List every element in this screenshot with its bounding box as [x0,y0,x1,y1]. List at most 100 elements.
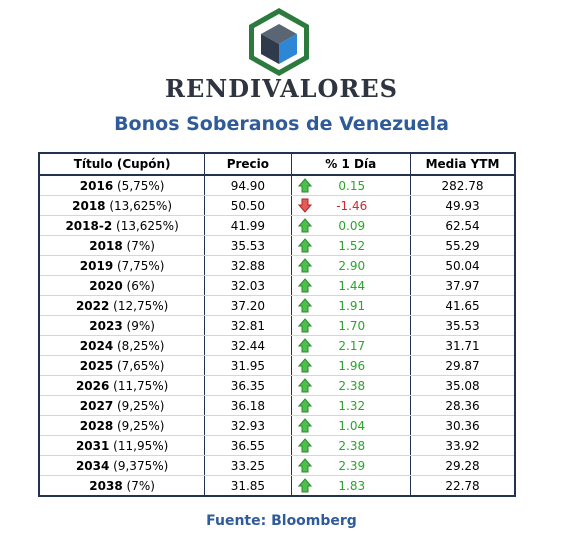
bond-change-cell: 2.38 [290,435,412,456]
arrow-up-icon [297,358,312,373]
arrow-up-icon [297,218,312,233]
bond-price: 36.18 [204,395,292,416]
bond-change: 2.38 [338,438,366,453]
bond-change-cell: 0.09 [290,215,412,236]
bond-change: 1.91 [338,298,366,313]
bond-change: 1.83 [338,478,366,493]
table-row: 2027 (9,25%) 36.18 1.32 28.36 [38,395,516,416]
bond-coupon: (9,25%) [117,398,165,413]
bond-title: 2028 (9,25%) [38,415,206,436]
source-note: Fuente: Bloomberg [206,513,357,529]
bond-media-ytm: 35.08 [410,375,516,396]
bond-change-cell: -1.46 [290,195,412,216]
bond-price: 31.85 [204,475,292,497]
bond-coupon: (6%) [126,278,155,293]
bond-media-ytm: 282.78 [410,174,516,196]
bonds-table-body: 2016 (5,75%) 94.90 0.15 282.78 2018 (13,625%… [38,174,516,497]
bond-year: 2031 [75,438,110,453]
bond-change: 2.17 [338,338,366,353]
arrow-up-icon [297,258,312,273]
bond-coupon: (8,25%) [117,338,165,353]
page-title: Bonos Soberanos de Venezuela [114,113,449,135]
header-precio: Precio [204,152,292,176]
bond-media-ytm: 30.36 [410,415,516,436]
bond-title: 2024 (8,25%) [38,335,206,356]
bond-media-ytm: 49.93 [410,195,516,216]
bond-coupon: (5,75%) [117,178,165,193]
table-row: 2038 (7%) 31.85 1.83 22.78 [38,475,516,497]
arrow-up-icon [297,178,312,193]
bond-year: 2023 [89,318,123,333]
bond-coupon: (12,75%) [113,298,169,313]
bond-price: 36.55 [204,435,292,456]
bond-price: 41.99 [204,215,292,236]
bond-price: 94.90 [204,174,292,196]
bond-change: 1.70 [338,318,366,333]
bond-price: 36.35 [204,375,292,396]
bond-year: 2038 [89,478,123,493]
header-titulo: Título (Cupón) [38,152,206,176]
header-cambio: % 1 Día [290,152,412,176]
bond-change: 1.32 [338,398,366,413]
bond-title: 2034 (9,375%) [38,455,206,476]
bond-year: 2027 [79,398,114,413]
bond-price: 32.93 [204,415,292,436]
bond-coupon: (7%) [126,478,155,493]
bond-title: 2018 (7%) [38,235,206,256]
table-row: 2026 (11,75%) 36.35 2.38 35.08 [38,375,516,396]
bond-title: 2022 (12,75%) [38,295,206,316]
arrow-up-icon [297,238,312,253]
table-row: 2022 (12,75%) 37.20 1.91 41.65 [38,295,516,316]
bond-change-cell: 1.83 [290,475,412,497]
bond-coupon: (7,65%) [117,358,165,373]
arrow-up-icon [297,338,312,353]
bond-price: 32.88 [204,255,292,276]
bond-change: 0.15 [338,178,366,193]
bond-media-ytm: 22.78 [410,475,516,497]
bond-change: 2.39 [338,458,366,473]
bond-change-cell: 1.52 [290,235,412,256]
bond-price: 32.44 [204,335,292,356]
bond-price: 50.50 [204,195,292,216]
bond-title: 2031 (11,95%) [38,435,206,456]
bond-price: 32.03 [204,275,292,296]
bond-year: 2028 [79,418,114,433]
bond-year: 2020 [89,278,123,293]
arrow-down-icon [297,198,312,213]
bond-change: 2.90 [338,258,366,273]
table-row: 2019 (7,75%) 32.88 2.90 50.04 [38,255,516,276]
arrow-up-icon [297,278,312,293]
table-row: 2034 (9,375%) 33.25 2.39 29.28 [38,455,516,476]
table-row: 2025 (7,65%) 31.95 1.96 29.87 [38,355,516,376]
bond-change: 1.44 [338,278,366,293]
arrow-up-icon [297,318,312,333]
bond-year: 2019 [79,258,114,273]
bond-title: 2025 (7,65%) [38,355,206,376]
bond-year: 2016 [79,178,114,193]
table-row: 2024 (8,25%) 32.44 2.17 31.71 [38,335,516,356]
bond-year: 2022 [75,298,110,313]
bond-change: 0.09 [338,218,366,233]
bond-coupon: (9%) [126,318,155,333]
brand-name: RENDIVALORES [165,74,398,103]
bond-media-ytm: 35.53 [410,315,516,336]
bond-change: 2.38 [338,378,366,393]
bond-change-cell: 1.91 [290,295,412,316]
bond-title: 2016 (5,75%) [38,174,206,196]
bond-coupon: (7,75%) [117,258,165,273]
bond-media-ytm: 62.54 [410,215,516,236]
bond-coupon: (11,95%) [113,438,169,453]
bond-price: 31.95 [204,355,292,376]
table-header-row: Título (Cupón) Precio % 1 Día Media YTM [38,152,516,176]
bond-year: 2025 [79,358,114,373]
bond-coupon: (9,375%) [113,458,169,473]
bond-year: 2034 [75,458,110,473]
bond-media-ytm: 37.97 [410,275,516,296]
table-row: 2020 (6%) 32.03 1.44 37.97 [38,275,516,296]
bond-change: 1.52 [338,238,366,253]
bond-change-cell: 2.90 [290,255,412,276]
arrow-up-icon [297,438,312,453]
bond-price: 35.53 [204,235,292,256]
bond-coupon: (9,25%) [117,418,165,433]
bond-change-cell: 1.44 [290,275,412,296]
